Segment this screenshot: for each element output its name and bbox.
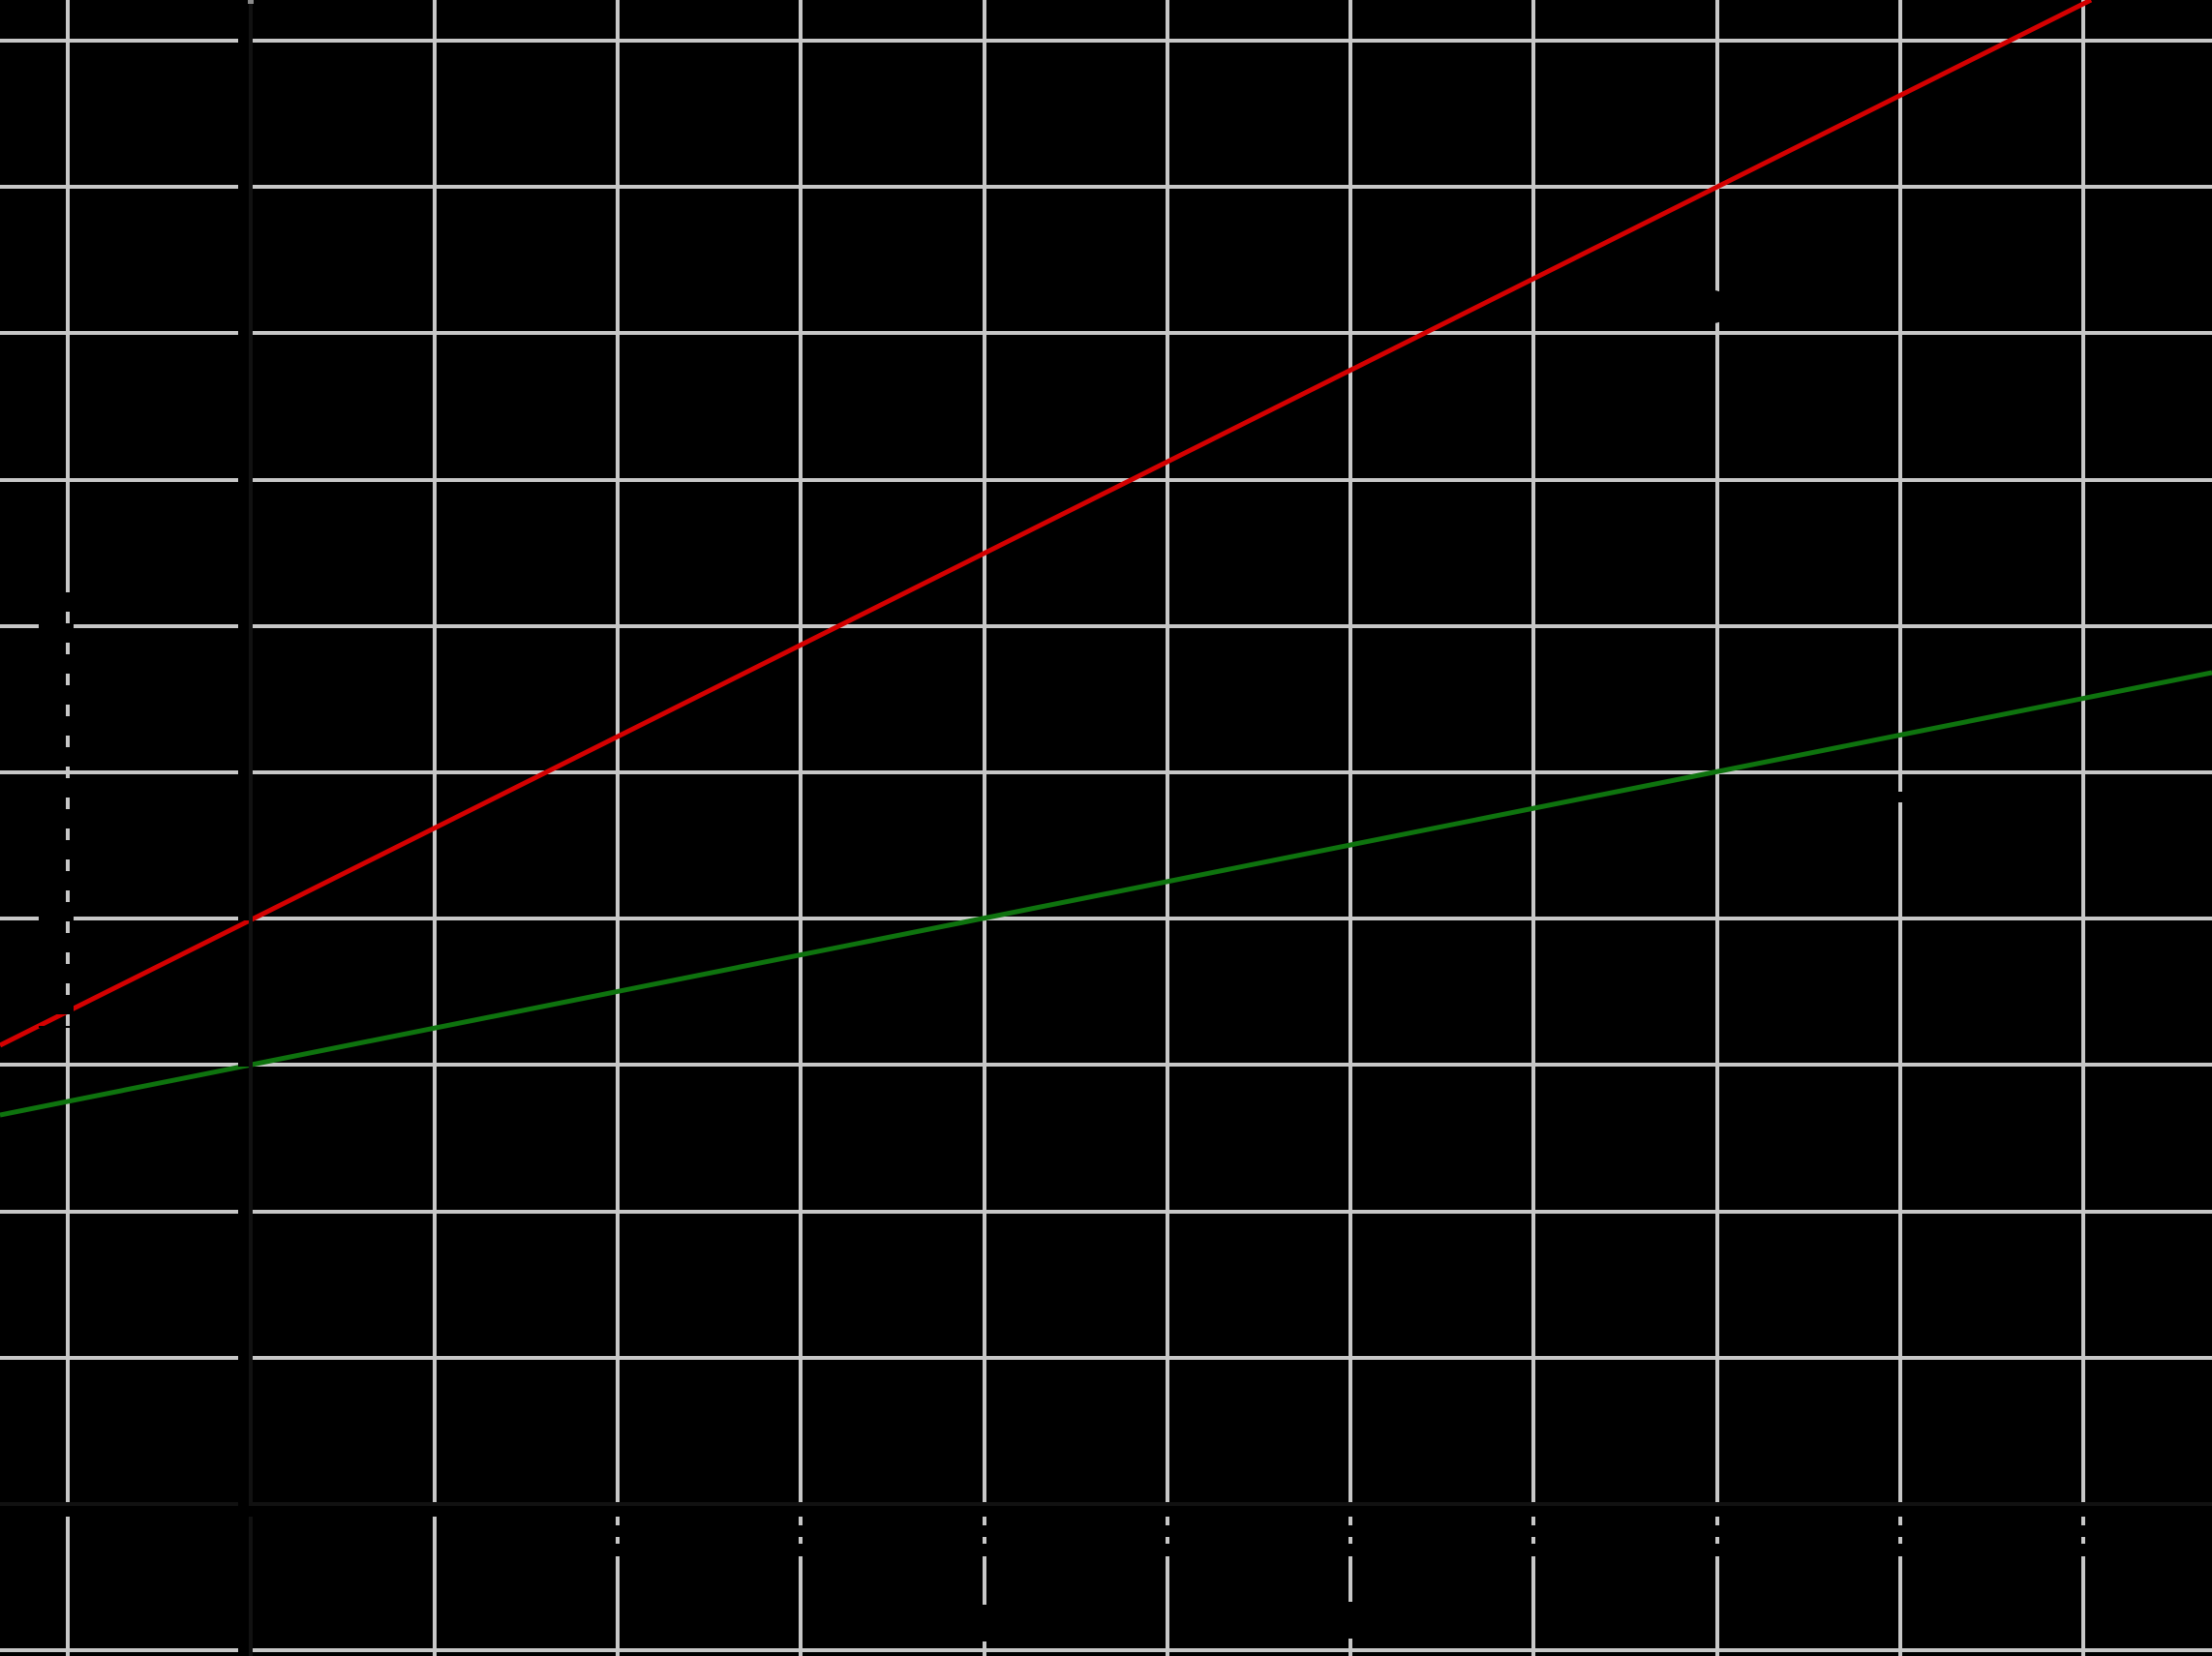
y-axis-tick-3	[238, 477, 249, 482]
x-tick-label-illegible-11	[2057, 1525, 2110, 1556]
x-tick-label-illegible-8	[1507, 1525, 1561, 1556]
x-axis-line	[0, 1502, 2212, 1506]
x-axis-tick-9	[1714, 1506, 1719, 1517]
x-tick-label-illegible-6	[1140, 1525, 1194, 1556]
x-axis-tick-7	[1348, 1506, 1353, 1517]
gridline-vertical-5	[982, 0, 986, 1656]
x-tick-label-illegible-3	[591, 1525, 644, 1556]
gridline-vertical-8	[1531, 0, 1536, 1656]
y-axis-tick-0	[238, 39, 249, 43]
y-axis-arrow-tip	[248, 0, 254, 4]
gridline-vertical-4	[799, 0, 803, 1656]
y-axis-line	[249, 0, 253, 1656]
gridline-vertical-6	[1165, 0, 1169, 1656]
y-axis-tick-10	[238, 1502, 249, 1506]
y-axis-tick-1	[238, 185, 249, 190]
x-axis-tick-8	[1531, 1506, 1536, 1517]
gridline-horizontal-5	[0, 770, 2212, 774]
gridline-horizontal-3	[0, 477, 2212, 482]
x-axis-title-word-1-illegible	[968, 1605, 1154, 1641]
y-axis-tick-11	[238, 1648, 249, 1653]
gridline-horizontal-2	[0, 331, 2212, 336]
x-axis-tick-5	[982, 1506, 986, 1517]
gridline-horizontal-7	[0, 1063, 2212, 1068]
gridline-vertical-9	[1714, 0, 1719, 1656]
gridline-vertical-7	[1348, 0, 1353, 1656]
x-tick-label-illegible-10	[1874, 1525, 1926, 1556]
gridline-horizontal-9	[0, 1355, 2212, 1360]
gridline-horizontal-11	[0, 1648, 2212, 1653]
y-axis-title-illegible	[39, 592, 74, 1028]
gridline-horizontal-1	[0, 185, 2212, 190]
x-axis-tick-3	[615, 1506, 620, 1517]
red-series-label-illegible	[1595, 290, 1729, 323]
x-axis-tick-1	[249, 1506, 254, 1517]
gridline-horizontal-0	[0, 39, 2212, 43]
y-axis-tick-8	[238, 1209, 249, 1214]
gridline-horizontal-6	[0, 917, 2212, 921]
gridline-vertical-10	[1898, 0, 1902, 1656]
x-axis-tick-11	[2081, 1506, 2086, 1517]
green-data-line	[0, 670, 2212, 1118]
y-axis-tick-6	[238, 917, 249, 921]
y-axis-tick-2	[238, 331, 249, 336]
gridline-horizontal-8	[0, 1209, 2212, 1214]
x-axis-tick-10	[1898, 1506, 1902, 1517]
y-axis-tick-4	[238, 623, 249, 628]
x-axis-title-word-2-illegible	[1189, 1602, 1373, 1639]
x-axis-tick-2	[432, 1506, 437, 1517]
y-axis-tick-5	[238, 770, 249, 774]
green-series-label-illegible	[1791, 792, 1903, 802]
gridline-vertical-3	[615, 0, 620, 1656]
x-tick-label-illegible-4	[774, 1525, 828, 1556]
x-axis-tick-4	[799, 1506, 803, 1517]
gridline-vertical-11	[2081, 0, 2086, 1656]
gridline-horizontal-4	[0, 623, 2212, 628]
y-axis-tick-9	[238, 1355, 249, 1360]
y-axis-tick-7	[238, 1063, 249, 1068]
red-data-line	[0, 0, 2093, 1048]
x-axis-tick-0	[66, 1506, 70, 1517]
x-tick-label-illegible-7	[1324, 1525, 1378, 1556]
x-axis-tick-6	[1165, 1506, 1169, 1517]
x-tick-label-illegible-9	[1690, 1525, 1743, 1556]
x-tick-label-illegible-5	[957, 1525, 1011, 1556]
